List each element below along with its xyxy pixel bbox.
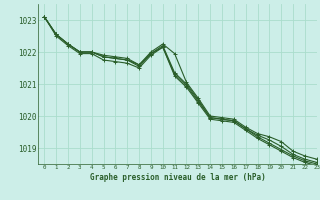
X-axis label: Graphe pression niveau de la mer (hPa): Graphe pression niveau de la mer (hPa) — [90, 173, 266, 182]
